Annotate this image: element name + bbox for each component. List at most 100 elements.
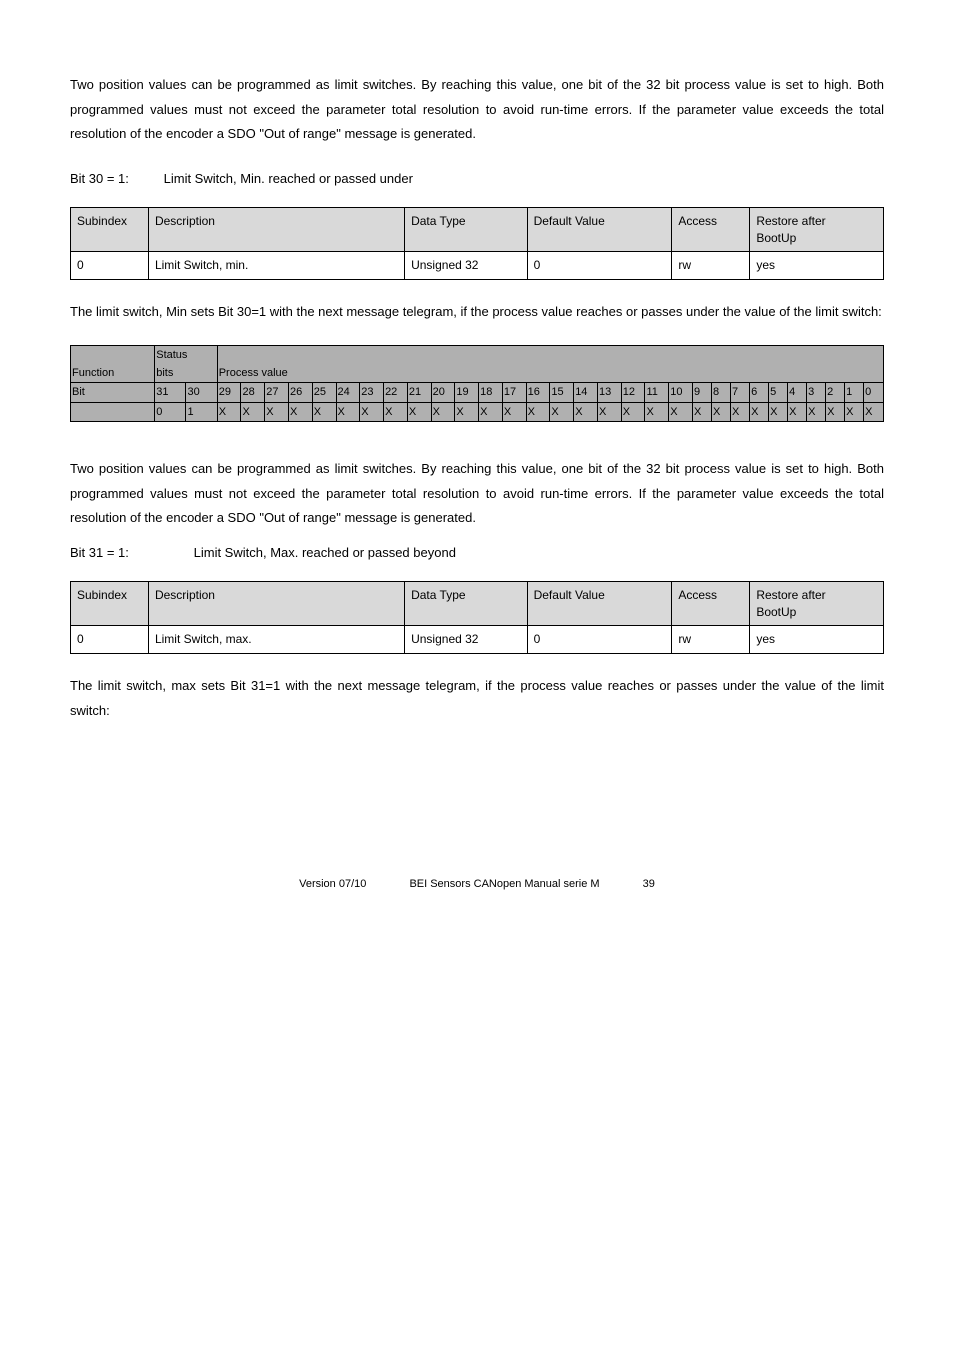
th-default-value: Default Value <box>527 581 672 626</box>
bits-row-numbers: Bit 31 30 29 28 27 26 25 24 23 22 21 20 … <box>71 383 884 402</box>
cell-restore: yes <box>750 626 884 654</box>
bit-n: 24 <box>336 383 360 402</box>
val-x: X <box>217 402 241 421</box>
bit-n: 12 <box>621 383 645 402</box>
bits-func-label: Function <box>71 345 155 383</box>
val-x: X <box>550 402 574 421</box>
th-subindex: Subindex <box>71 581 149 626</box>
val-30: 1 <box>186 402 217 421</box>
val-x: X <box>502 402 526 421</box>
bit31-label: Bit 31 = 1: <box>70 541 190 566</box>
val-x: X <box>574 402 598 421</box>
bit31-line: Bit 31 = 1: Limit Switch, Max. reached o… <box>70 541 884 566</box>
bit-n: 17 <box>502 383 526 402</box>
th-data-type: Data Type <box>405 207 528 252</box>
val-x: X <box>265 402 289 421</box>
val-x: X <box>455 402 479 421</box>
val-x: X <box>712 402 731 421</box>
cell-description: Limit Switch, max. <box>148 626 404 654</box>
th-access: Access <box>672 207 750 252</box>
bit31-text: Limit Switch, Max. reached or passed bey… <box>194 545 456 560</box>
bit-n: 25 <box>312 383 336 402</box>
bit-n: 26 <box>289 383 313 402</box>
th-access: Access <box>672 581 750 626</box>
cell-subindex: 0 <box>71 252 149 280</box>
page-footer: Version 07/10 BEI Sensors CANopen Manual… <box>70 874 884 895</box>
bit-n: 9 <box>693 383 712 402</box>
th-restore-l2: BootUp <box>756 230 877 247</box>
val-x: X <box>336 402 360 421</box>
bits-status-bot: bits <box>155 364 217 383</box>
th-description: Description <box>148 207 404 252</box>
bit-n: 15 <box>550 383 574 402</box>
bit-n: 19 <box>455 383 479 402</box>
th-description: Description <box>148 581 404 626</box>
th-default-value: Default Value <box>527 207 672 252</box>
th-subindex: Subindex <box>71 207 149 252</box>
bits-status-top: Status <box>155 345 217 364</box>
val-31: 0 <box>155 402 186 421</box>
bit-n: 20 <box>431 383 455 402</box>
bit-n: 22 <box>384 383 408 402</box>
bits-empty <box>71 402 155 421</box>
th-restore: Restore after BootUp <box>750 581 884 626</box>
bit-n: 6 <box>750 383 769 402</box>
cell-access: rw <box>672 626 750 654</box>
bits-process-label: Process value <box>217 345 883 383</box>
bit-n: 29 <box>217 383 241 402</box>
val-x: X <box>731 402 750 421</box>
cell-default-value: 0 <box>527 252 672 280</box>
bit-n: 2 <box>826 383 845 402</box>
bit30-text: Limit Switch, Min. reached or passed und… <box>164 171 413 186</box>
intro-paragraph: Two position values can be programmed as… <box>70 73 884 147</box>
table-row: 0 Limit Switch, min. Unsigned 32 0 rw ye… <box>71 252 884 280</box>
cell-subindex: 0 <box>71 626 149 654</box>
val-x: X <box>241 402 265 421</box>
cell-data-type: Unsigned 32 <box>405 252 528 280</box>
val-x: X <box>289 402 313 421</box>
cell-data-type: Unsigned 32 <box>405 626 528 654</box>
bit-n: 0 <box>864 383 884 402</box>
val-x: X <box>431 402 455 421</box>
table-row: 0 Limit Switch, max. Unsigned 32 0 rw ye… <box>71 626 884 654</box>
th-restore-l2: BootUp <box>756 604 877 621</box>
max-paragraph: The limit switch, max sets Bit 31=1 with… <box>70 674 884 723</box>
bit-n: 21 <box>407 383 431 402</box>
bit-n: 18 <box>479 383 503 402</box>
val-x: X <box>597 402 621 421</box>
bit-n: 1 <box>845 383 864 402</box>
th-restore-l1: Restore after <box>756 213 877 230</box>
cell-description: Limit Switch, min. <box>148 252 404 280</box>
cell-default-value: 0 <box>527 626 672 654</box>
bits-table-min: Function Status Process value bits Bit 3… <box>70 345 884 422</box>
cell-restore: yes <box>750 252 884 280</box>
bit-31: 31 <box>155 383 186 402</box>
bit30-label: Bit 30 = 1: <box>70 167 160 192</box>
bit-n: 13 <box>597 383 621 402</box>
val-x: X <box>312 402 336 421</box>
bit-n: 4 <box>788 383 807 402</box>
th-restore: Restore after BootUp <box>750 207 884 252</box>
val-x: X <box>788 402 807 421</box>
val-x: X <box>693 402 712 421</box>
footer-center: BEI Sensors CANopen Manual serie M <box>409 874 599 895</box>
footer-left: Version 07/10 <box>299 874 366 895</box>
limit-switch-max-table: Subindex Description Data Type Default V… <box>70 581 884 654</box>
bit-n: 8 <box>712 383 731 402</box>
val-x: X <box>807 402 826 421</box>
bit-n: 23 <box>360 383 384 402</box>
bits-row-values: 0 1 X X X X X X X X X X X X X X X X X X … <box>71 402 884 421</box>
val-x: X <box>864 402 884 421</box>
bit-n: 5 <box>769 383 788 402</box>
val-x: X <box>645 402 669 421</box>
val-x: X <box>826 402 845 421</box>
bits-label: Bit <box>71 383 155 402</box>
bit-n: 14 <box>574 383 598 402</box>
bit-n: 27 <box>265 383 289 402</box>
val-x: X <box>845 402 864 421</box>
bit-n: 7 <box>731 383 750 402</box>
bit-n: 3 <box>807 383 826 402</box>
val-x: X <box>750 402 769 421</box>
limit-switch-min-table: Subindex Description Data Type Default V… <box>70 207 884 280</box>
bit-n: 28 <box>241 383 265 402</box>
